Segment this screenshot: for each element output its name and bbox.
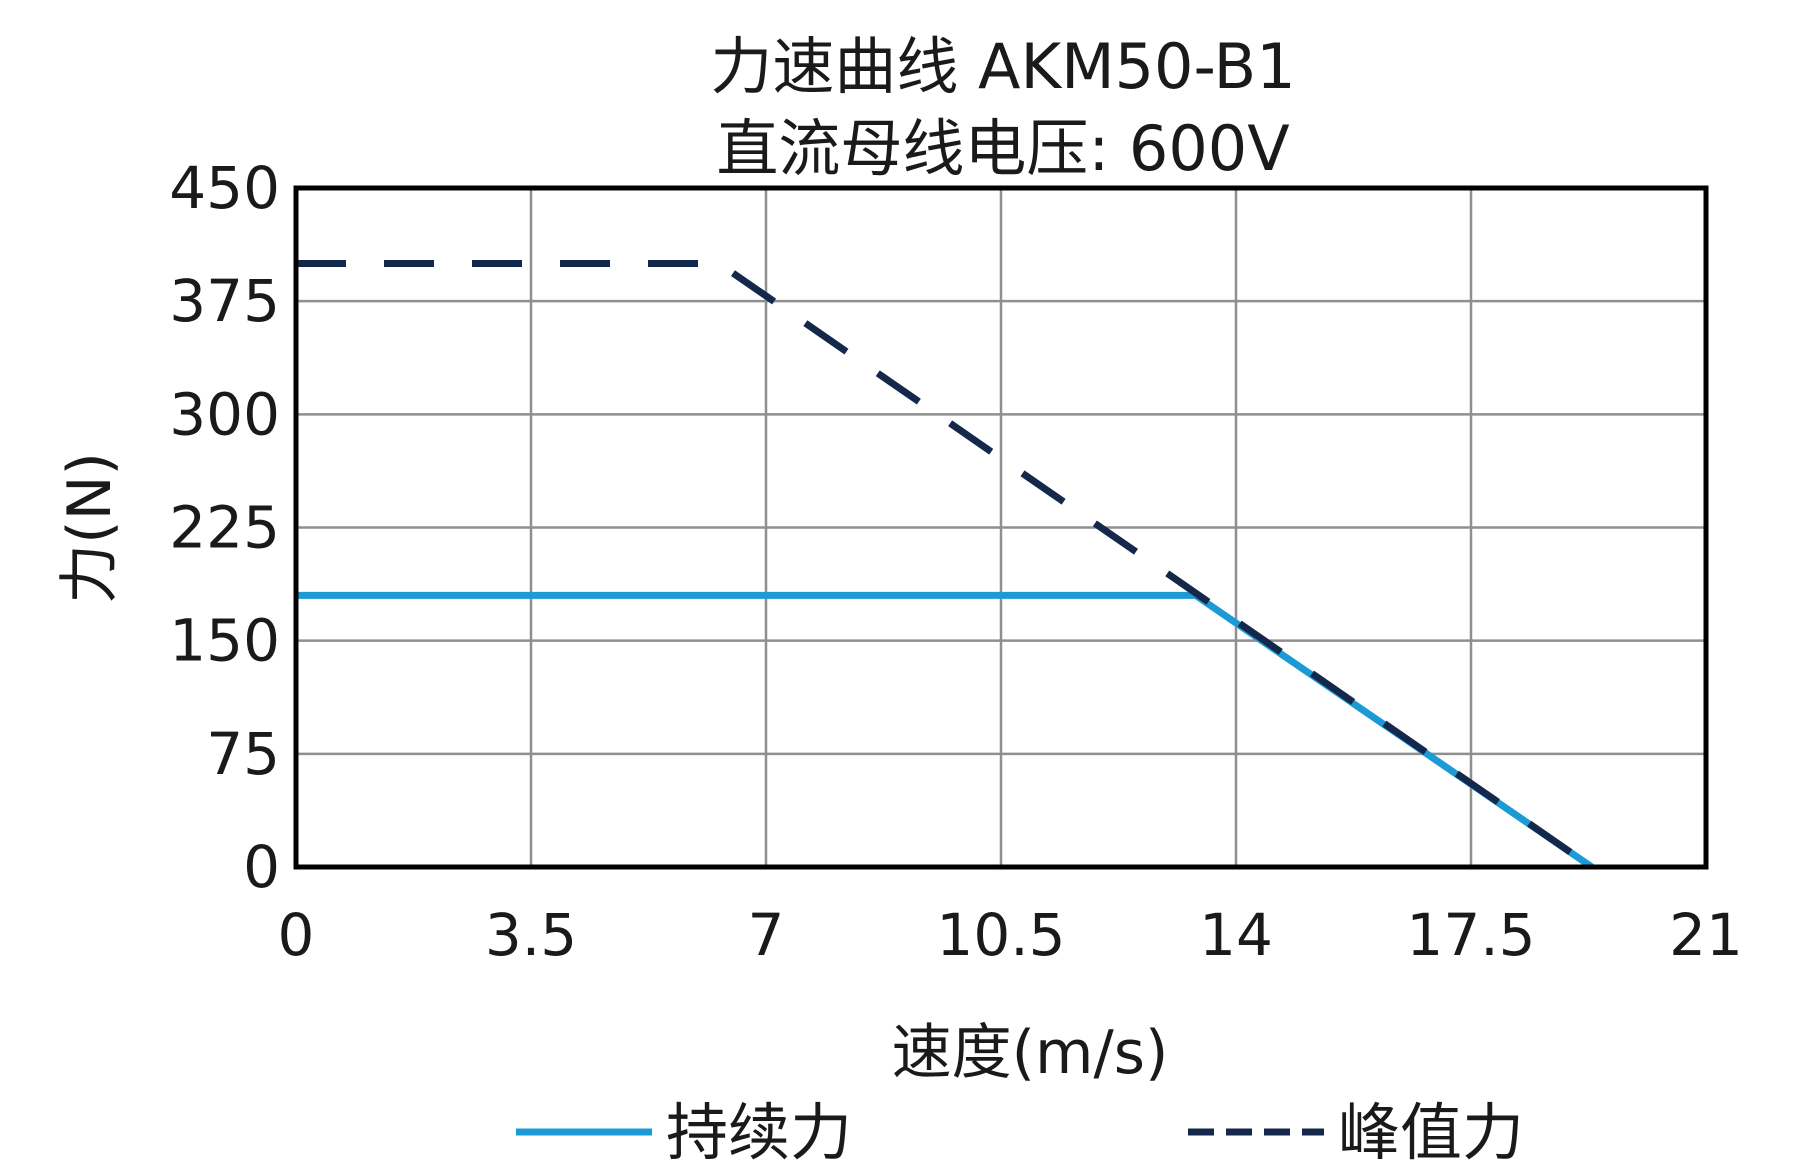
grid <box>296 188 1706 867</box>
plot-frame <box>293 185 1709 870</box>
x-tick-labels: 0 3.5 7 10.5 14 17.5 21 <box>278 901 1743 969</box>
y-tick-label: 75 <box>206 720 280 788</box>
series <box>296 259 1594 870</box>
chart-title-line-2: 直流母线电压: 600V <box>716 112 1289 185</box>
x-tick-label: 3.5 <box>485 901 577 969</box>
y-tick-label: 0 <box>243 833 280 901</box>
chart-title-line-1: 力速曲线 AKM50-B1 <box>710 30 1295 103</box>
x-tick-label: 10.5 <box>936 901 1065 969</box>
y-tick-label: 450 <box>169 154 280 222</box>
x-tick-label: 7 <box>748 901 785 969</box>
legend-label: 峰值力 <box>1338 1096 1524 1169</box>
legend: 持续力 峰值力 <box>516 1096 1524 1169</box>
y-tick-labels: 0 75 150 225 300 375 450 <box>169 154 280 901</box>
x-tick-label: 14 <box>1199 901 1273 969</box>
y-axis-label: 力(N) <box>55 452 125 604</box>
y-tick-label: 225 <box>169 494 280 562</box>
y-tick-label: 300 <box>169 380 280 448</box>
y-tick-label: 375 <box>169 267 280 335</box>
chart-title: 力速曲线 AKM50-B1 直流母线电压: 600V <box>710 30 1295 185</box>
x-tick-label: 0 <box>278 901 315 969</box>
series-line-peak-force <box>296 259 1594 870</box>
x-tick-label: 21 <box>1669 901 1743 969</box>
y-tick-label: 150 <box>169 607 280 675</box>
x-tick-label: 17.5 <box>1406 901 1535 969</box>
legend-label: 持续力 <box>666 1096 852 1169</box>
x-axis-label: 速度(m/s) <box>892 1018 1169 1088</box>
